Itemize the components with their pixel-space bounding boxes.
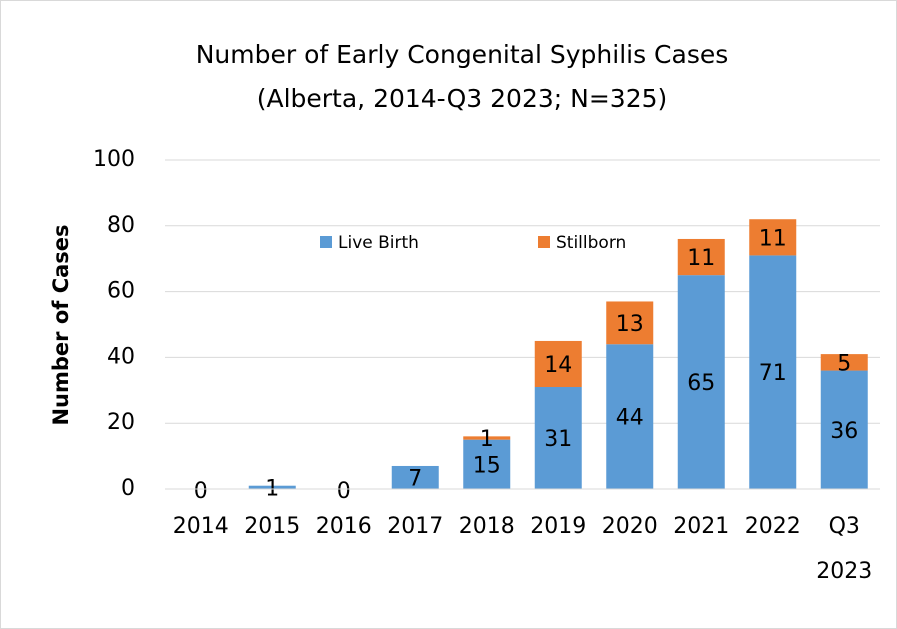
data-label: 71 [759,361,787,386]
y-axis-label: Number of Cases [49,224,73,425]
data-label: 65 [687,371,715,396]
x-tick-label: 2022 [745,514,801,539]
data-label: 13 [616,312,644,337]
bar-segment [463,439,511,489]
x-tick-label: Q3 2023 [816,514,872,584]
data-label: 11 [687,246,715,271]
chart-subtitle: (Alberta, 2014-Q3 2023; N=325) [257,84,668,113]
bar-segment [248,485,296,489]
data-label: 14 [544,353,572,378]
data-label: 7 [408,466,422,491]
data-label: 15 [473,453,501,478]
bar-segment [820,354,868,371]
legend-swatch [538,236,550,248]
legend-swatch [320,236,332,248]
y-tick-label: 0 [121,476,135,501]
bar-segment [534,387,582,489]
y-tick-label: 80 [107,213,135,238]
x-tick-label: 2019 [530,514,586,539]
bar-segment [749,219,797,256]
data-label: 1 [480,427,494,452]
bar-segment [534,340,582,388]
bar-segment [820,370,868,489]
y-tick-label: 100 [93,147,135,172]
x-tick-label: 2017 [387,514,443,539]
bar-segment [606,344,654,489]
y-tick-label: 60 [107,279,135,304]
bar-segment [391,465,439,489]
data-label: 36 [830,419,858,444]
data-label: 5 [837,351,851,376]
bar-segment [677,238,725,276]
y-tick-label: 20 [107,410,135,435]
y-tick-label: 40 [107,344,135,369]
data-label: 0 [337,479,351,504]
bar-segment [463,436,511,440]
legend-label: Live Birth [338,233,419,253]
chart-title: Number of Early Congenital Syphilis Case… [196,40,729,69]
bar-segment [606,301,654,345]
data-label: 44 [616,406,644,431]
bar-segment [677,275,725,489]
x-tick-label: 2015 [244,514,300,539]
data-label: 11 [759,226,787,251]
x-tick-label: 2020 [602,514,658,539]
legend-label: Stillborn [556,233,626,253]
bar-segment [749,255,797,489]
x-tick-label: 2016 [316,514,372,539]
x-tick-label: 2021 [673,514,729,539]
x-tick-label: 2018 [459,514,515,539]
data-label: 31 [544,427,572,452]
data-label: 0 [194,479,208,504]
x-tick-label: 2014 [173,514,229,539]
